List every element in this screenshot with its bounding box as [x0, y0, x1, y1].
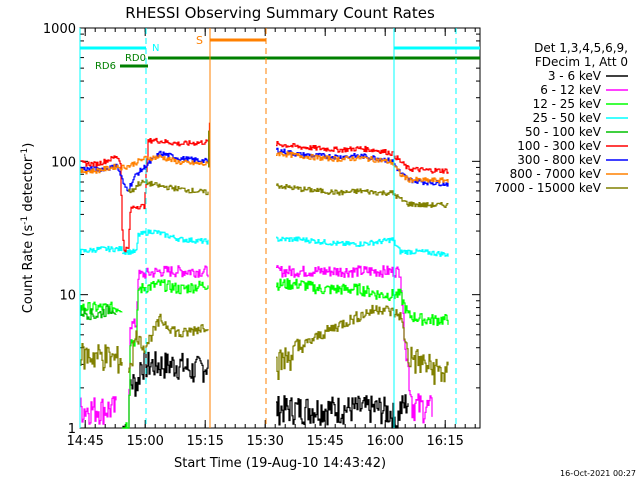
series-12_25keV-group: [80, 278, 449, 429]
series-line: [276, 183, 449, 208]
legend-label: 300 - 800 keV: [517, 153, 601, 167]
y-axis-label: Count Rate (s-1 detector-1): [20, 143, 36, 314]
y-label-part-1: Count Rate (s: [21, 225, 36, 314]
series-line: [128, 179, 209, 196]
series-line: [122, 279, 209, 429]
series-100_300keV-group: [80, 137, 449, 253]
rd0-label: RD0: [125, 53, 146, 64]
x-tick-label: 15:45: [306, 434, 343, 449]
series-line: [80, 245, 123, 255]
series-line: [122, 351, 209, 429]
plot-frame: [79, 27, 481, 429]
series-6_12keV-group: [80, 265, 433, 429]
chart-title: RHESSI Observing Summary Count Rates: [125, 4, 435, 22]
legend-label: 100 - 300 keV: [517, 139, 601, 153]
x-tick-label: 15:30: [246, 434, 283, 449]
y-label-sup-1: -1: [20, 216, 30, 225]
legend-label: 7000 - 15000 keV: [494, 181, 601, 195]
series-line: [276, 304, 449, 385]
rd6-label: RD6: [95, 61, 116, 72]
x-tick-label: 15:00: [126, 434, 163, 449]
legend-header-line-2: FDecim 1, Att 0: [535, 55, 628, 69]
series-7000_15000keV-group: [80, 179, 449, 385]
legend-label: 50 - 100 keV: [525, 125, 602, 139]
series-line: [276, 265, 433, 424]
y-label-sup-2: -1: [20, 148, 30, 157]
series-line: [276, 141, 449, 174]
series-line: [122, 229, 209, 255]
y-tick-label: 10: [59, 289, 76, 304]
series-50_100keV-group: [80, 304, 117, 321]
series-line: [80, 154, 209, 175]
series-800_7000keV-group: [80, 151, 449, 184]
x-tick-label: 14:45: [66, 434, 103, 449]
series-line: [276, 236, 449, 257]
x-tick-label: 16:00: [366, 434, 403, 449]
legend-label: 12 - 25 keV: [533, 97, 602, 111]
x-tick-label: 16:15: [426, 434, 463, 449]
legend-label: 3 - 6 keV: [548, 69, 602, 83]
legend-header-line-1: Det 1,3,4,5,6,9,: [534, 41, 628, 55]
series-line: [276, 278, 449, 326]
legend-label: 25 - 50 keV: [533, 111, 602, 125]
series-line: [80, 137, 209, 253]
y-tick-label: 1: [68, 422, 76, 437]
x-tick-label: 15:15: [186, 434, 223, 449]
legend-label: 6 - 12 keV: [540, 83, 602, 97]
y-tick-label: 1000: [43, 22, 76, 37]
series-3_6keV-group: [122, 351, 409, 429]
timestamp: 16-Oct-2021 00:27: [560, 469, 636, 478]
saa-label: S: [196, 34, 203, 47]
x-axis-label: Start Time (19-Aug-10 14:43:42): [174, 456, 386, 471]
y-tick-label: 100: [51, 155, 76, 170]
series-25_50keV-group: [80, 229, 449, 257]
series-line: [128, 265, 209, 429]
series-line: [80, 343, 123, 374]
series-line: [276, 394, 409, 429]
series-line: [80, 304, 117, 321]
legend-label: 800 - 7000 keV: [510, 167, 602, 181]
night-label: N: [152, 43, 159, 54]
y-label-part-3: ): [21, 143, 36, 148]
y-label-part-2: detector: [21, 156, 36, 216]
series-line: [128, 313, 209, 373]
series-line: [276, 151, 449, 184]
series-line: [80, 396, 117, 425]
series-line: [80, 301, 123, 315]
